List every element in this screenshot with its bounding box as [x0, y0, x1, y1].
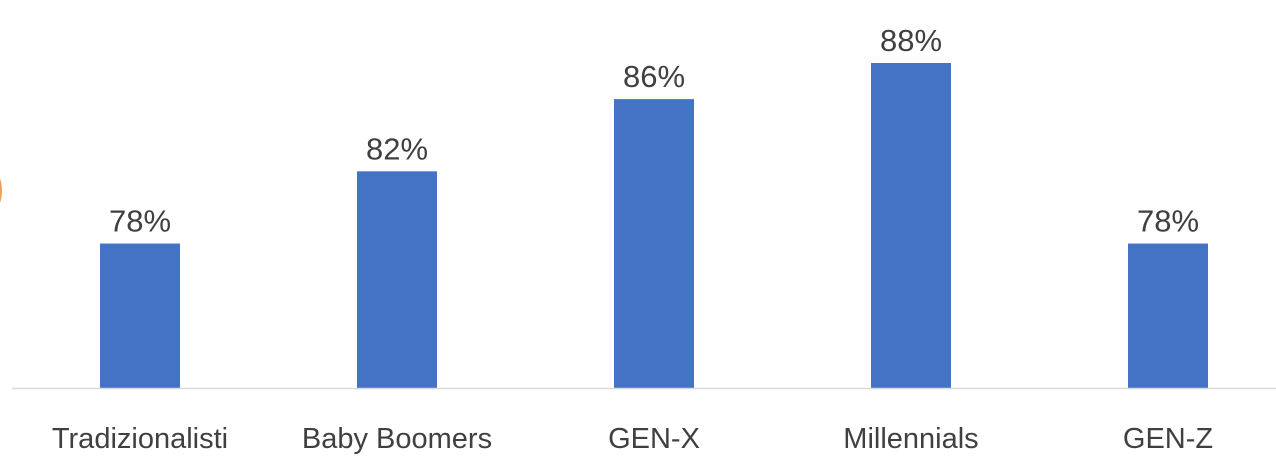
- data-label: 88%: [880, 23, 942, 58]
- bars-layer: [100, 63, 1208, 388]
- x-tick-labels-layer: Tradizionalisti Baby Boomers GEN-X Millenni…: [52, 423, 1213, 455]
- x-tick-label: GEN-X: [608, 423, 700, 455]
- x-tick-label: GEN-Z: [1123, 423, 1213, 455]
- bar-gen-x: [614, 99, 694, 388]
- x-tick-label: Baby Boomers: [302, 423, 492, 455]
- data-label: 78%: [109, 204, 171, 239]
- data-labels-layer: 78% 82% 86% 88% 78%: [109, 23, 1199, 239]
- bar-tradizionalisti: [100, 243, 180, 388]
- data-label: 78%: [1137, 204, 1199, 239]
- x-tick-label: Tradizionalisti: [52, 423, 228, 455]
- bar-gen-z: [1128, 243, 1208, 388]
- bar-baby-boomers: [357, 171, 437, 388]
- data-label: 86%: [623, 59, 685, 94]
- data-label: 82%: [366, 131, 428, 166]
- x-tick-label: Millennials: [843, 423, 978, 455]
- bar-millennials: [871, 63, 951, 388]
